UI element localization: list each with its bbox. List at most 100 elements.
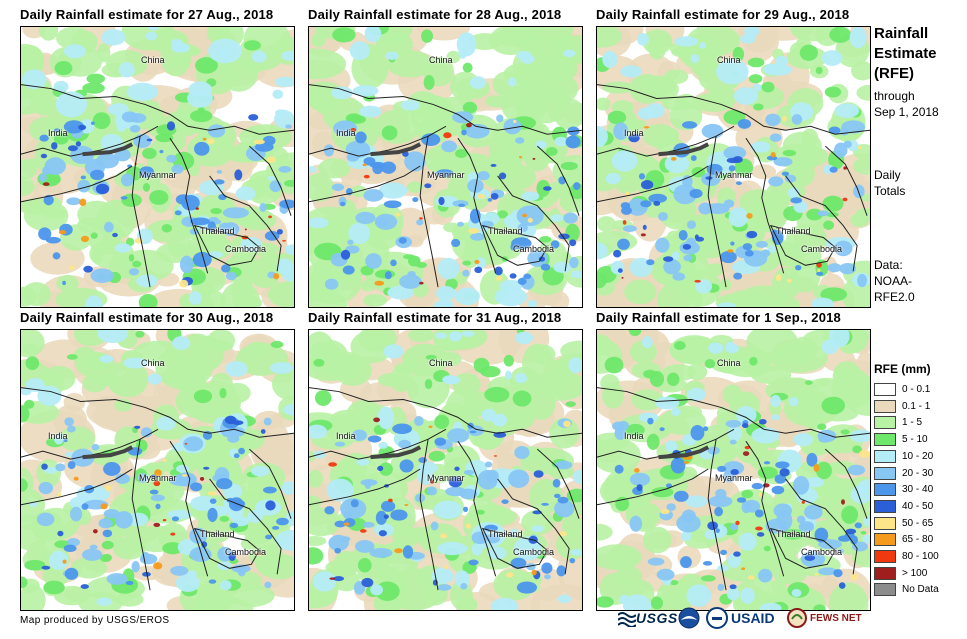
rainfall-map: China India Myanmar Thailand Cambodia <box>20 26 295 308</box>
noaa-logo <box>678 605 700 631</box>
legend-label: 10 - 20 <box>902 450 934 462</box>
legend-swatch <box>874 499 896 513</box>
usgs-logo: USGS <box>618 605 678 631</box>
legend-swatch <box>874 583 896 597</box>
legend-label: 50 - 65 <box>902 517 934 529</box>
place-label-myanmar: Myanmar <box>427 473 465 483</box>
place-label-cambodia: Cambodia <box>801 547 843 557</box>
place-label-india: India <box>48 431 68 441</box>
legend-item: > 100 <box>874 566 927 581</box>
panel-title: Daily Rainfall estimate for 28 Aug., 201… <box>308 7 562 22</box>
panel-title: Daily Rainfall estimate for 30 Aug., 201… <box>20 310 274 325</box>
sidebar-title: Rainfall Estimate (RFE) <box>874 25 937 82</box>
legend-swatch <box>874 533 896 547</box>
panel-title: Daily Rainfall estimate for 29 Aug., 201… <box>596 7 850 22</box>
place-label-thailand: Thailand <box>200 226 235 236</box>
rainfall-map: China India Myanmar Thailand Cambodia <box>20 329 295 611</box>
legend-item: 20 - 30 <box>874 466 933 481</box>
place-label-china: China <box>717 358 741 368</box>
rainfall-raster <box>309 330 582 610</box>
fews-globe-icon <box>787 608 807 628</box>
place-label-myanmar: Myanmar <box>715 170 753 180</box>
legend-item: 0.1 - 1 <box>874 399 930 414</box>
rainfall-raster <box>21 330 294 610</box>
place-label-china: China <box>717 55 741 65</box>
legend-label: 1 - 5 <box>902 417 923 429</box>
legend-item: 80 - 100 <box>874 549 939 564</box>
usgs-wave-icon <box>618 612 636 627</box>
legend-item: 50 - 65 <box>874 516 933 531</box>
rainfall-raster <box>597 330 870 610</box>
legend-item: 30 - 40 <box>874 482 933 497</box>
legend-swatch <box>874 566 896 580</box>
legend-swatch <box>874 516 896 530</box>
place-label-india: India <box>48 128 68 138</box>
place-label-india: India <box>624 431 644 441</box>
sidebar-data-source: Data: NOAA- RFE2.0 <box>874 258 915 304</box>
legend-item: 40 - 50 <box>874 499 933 514</box>
legend-item: No Data <box>874 582 939 597</box>
place-label-cambodia: Cambodia <box>513 547 555 557</box>
rainfall-map: China India Myanmar Thailand Cambodia <box>596 329 871 611</box>
legend-swatch <box>874 449 896 463</box>
legend-swatch <box>874 466 896 480</box>
legend-label: 30 - 40 <box>902 484 934 496</box>
usaid-logo: USAID <box>706 605 775 631</box>
place-label-china: China <box>141 358 165 368</box>
legend-label: 40 - 50 <box>902 500 934 512</box>
fews-net-logo: FEWS NET <box>786 605 862 631</box>
legend-label: 65 - 80 <box>902 534 934 546</box>
legend-swatch <box>874 416 896 430</box>
place-label-cambodia: Cambodia <box>225 244 267 254</box>
panel-title: Daily Rainfall estimate for 27 Aug., 201… <box>20 7 274 22</box>
rainfall-map: China India Myanmar Thailand Cambodia <box>308 329 583 611</box>
rainfall-map: China India Myanmar Thailand Cambodia <box>596 26 871 308</box>
map-credit: Map produced by USGS/EROS <box>20 615 170 626</box>
legend-label: No Data <box>902 584 939 596</box>
place-label-thailand: Thailand <box>488 226 523 236</box>
place-label-myanmar: Myanmar <box>139 170 177 180</box>
legend-label: 20 - 30 <box>902 467 934 479</box>
legend-title: RFE (mm) <box>874 362 931 376</box>
place-label-india: India <box>336 128 356 138</box>
legend-label: 0 - 0.1 <box>902 384 931 395</box>
panel-title: Daily Rainfall estimate for 1 Sep., 2018 <box>596 310 841 325</box>
sidebar-through: through Sep 1, 2018 <box>874 89 939 119</box>
legend-item: 65 - 80 <box>874 532 933 547</box>
rainfall-raster <box>21 27 294 307</box>
legend-item: 1 - 5 <box>874 415 922 430</box>
place-label-china: China <box>141 55 165 65</box>
legend-item: 0 - 0.1 <box>874 382 930 397</box>
legend-item: 5 - 10 <box>874 432 928 447</box>
place-label-thailand: Thailand <box>776 529 811 539</box>
place-label-thailand: Thailand <box>200 529 235 539</box>
place-label-cambodia: Cambodia <box>225 547 267 557</box>
noaa-seal-icon <box>678 607 700 629</box>
panel-title: Daily Rainfall estimate for 31 Aug., 201… <box>308 310 562 325</box>
legend-swatch <box>874 399 896 413</box>
legend-label: 5 - 10 <box>902 434 928 446</box>
legend-item: 10 - 20 <box>874 449 933 464</box>
place-label-cambodia: Cambodia <box>801 244 843 254</box>
place-label-china: China <box>429 55 453 65</box>
place-label-india: India <box>624 128 644 138</box>
legend-label: > 100 <box>902 567 928 579</box>
legend-swatch <box>874 433 896 447</box>
rainfall-raster <box>309 27 582 307</box>
legend-swatch <box>874 383 896 396</box>
place-label-myanmar: Myanmar <box>427 170 465 180</box>
place-label-thailand: Thailand <box>488 529 523 539</box>
rainfall-raster <box>597 27 870 307</box>
place-label-cambodia: Cambodia <box>513 244 555 254</box>
legend-swatch <box>874 483 896 497</box>
place-label-thailand: Thailand <box>776 226 811 236</box>
place-label-myanmar: Myanmar <box>139 473 177 483</box>
sidebar-daily-totals: Daily Totals <box>874 168 906 198</box>
usaid-seal-icon <box>706 607 728 629</box>
place-label-china: China <box>429 358 453 368</box>
legend-label: 80 - 100 <box>902 551 939 562</box>
legend-label: 0.1 - 1 <box>902 400 931 412</box>
legend-swatch <box>874 550 896 563</box>
rainfall-map: China India Myanmar Thailand Cambodia <box>308 26 583 308</box>
place-label-india: India <box>336 431 356 441</box>
